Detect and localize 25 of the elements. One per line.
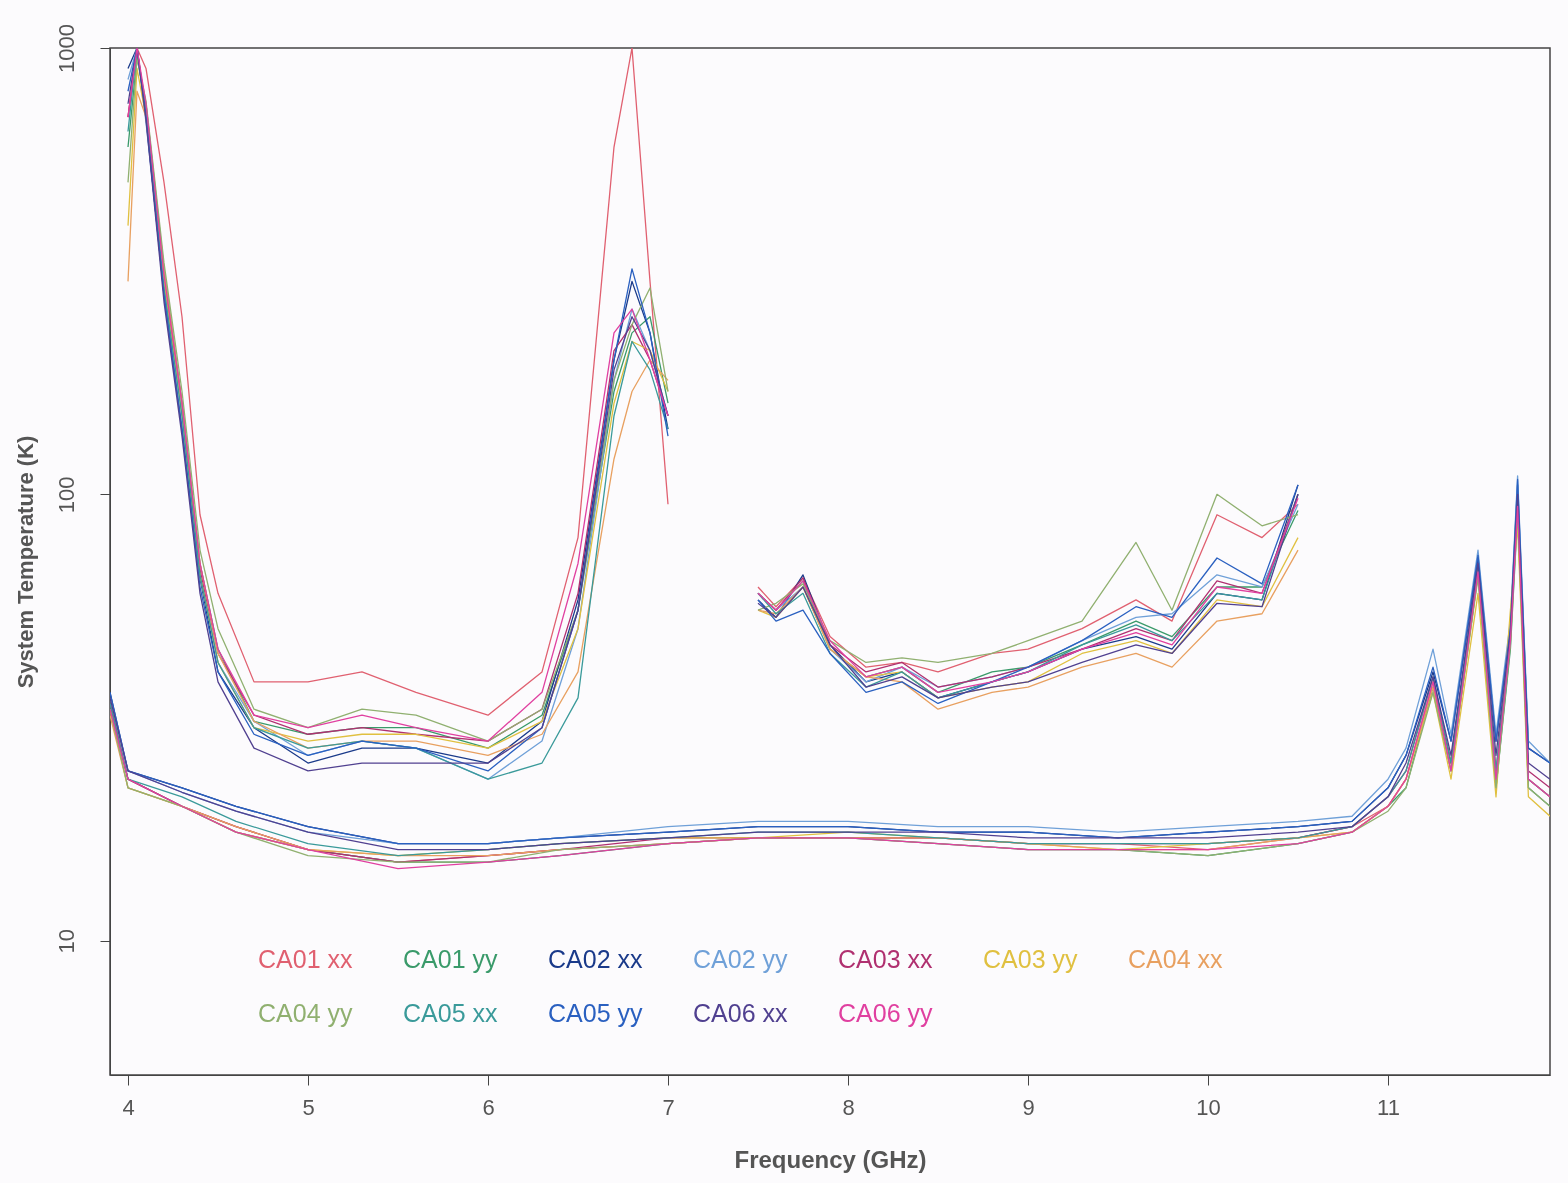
text: CA06 yy [838,999,933,1027]
x-tick-label: 9 [1022,1094,1035,1120]
text: CA02 xx [548,945,643,973]
text: CA05 xx [403,999,498,1027]
x-tick-label: 11 [1377,1094,1400,1120]
text: CA04 xx [1128,945,1223,973]
x-tick-label: 8 [842,1094,855,1120]
text: CA04 yy [258,999,353,1027]
x-tick-label: 7 [662,1094,675,1120]
text: CA05 yy [548,999,643,1027]
y-tick-label: 100 [53,476,79,514]
x-axis-title: Frequency (GHz) [734,1145,927,1173]
text: CA03 yy [983,945,1078,973]
y-tick-label: 1000 [53,24,79,73]
x-tick-label: 4 [122,1094,135,1120]
text: CA03 xx [838,945,933,973]
x-tick-label: 10 [1196,1094,1221,1120]
text: CA06 xx [693,999,788,1027]
x-tick-label: 5 [302,1094,315,1120]
y-axis-title: System Temperature (K) [12,435,38,689]
y-tick-label: 10 [53,928,79,954]
x-tick-label: 6 [482,1094,495,1120]
text: CA01 xx [258,945,353,973]
text: CA02 yy [693,945,788,973]
text: CA01 yy [403,945,498,973]
